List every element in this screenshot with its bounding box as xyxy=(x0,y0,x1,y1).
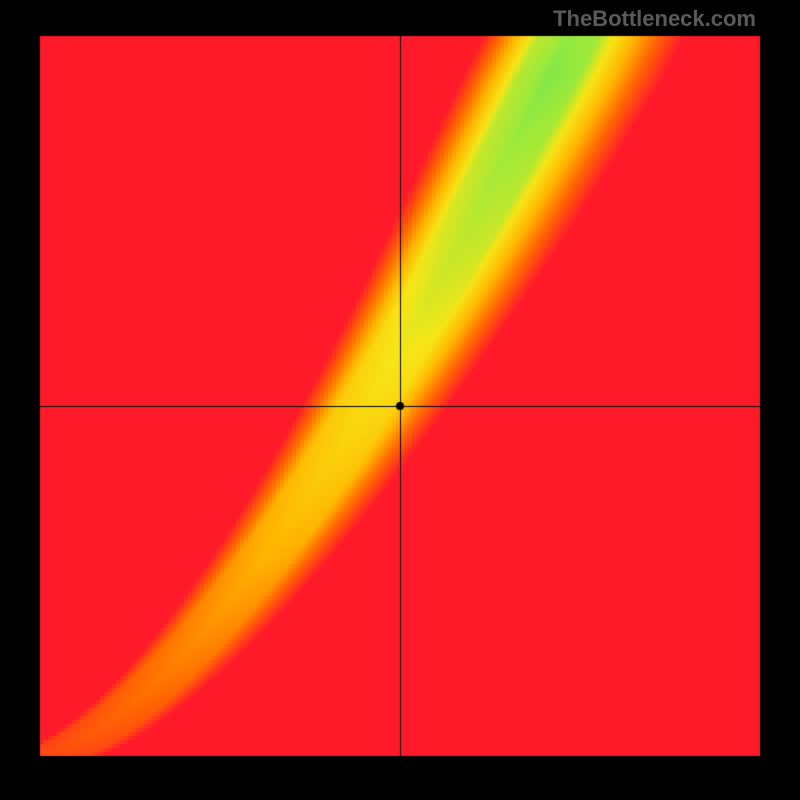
bottleneck-heatmap xyxy=(0,0,800,800)
watermark-text: TheBottleneck.com xyxy=(553,6,756,32)
chart-container: TheBottleneck.com xyxy=(0,0,800,800)
